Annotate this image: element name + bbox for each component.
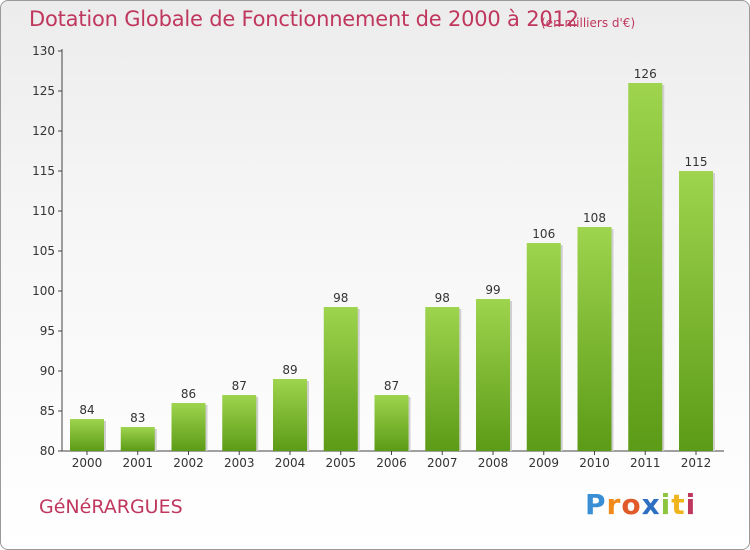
value-label: 83 [130, 411, 145, 425]
bar-2007 [425, 307, 460, 451]
value-label: 87 [232, 379, 247, 393]
value-label: 106 [532, 227, 555, 241]
y-tick-label: 80 [40, 444, 55, 458]
x-tick-label: 2011 [630, 456, 661, 470]
value-label: 86 [181, 387, 196, 401]
bar-2011 [628, 83, 663, 451]
y-tick-label: 120 [32, 124, 55, 138]
x-tick-label: 2009 [528, 456, 559, 470]
value-label: 99 [485, 283, 500, 297]
value-label: 108 [583, 211, 606, 225]
x-tick-label: 2010 [579, 456, 610, 470]
bar-2004 [273, 379, 307, 451]
y-tick-label: 85 [40, 404, 55, 418]
bar-2009 [526, 243, 561, 451]
y-tick-label: 130 [32, 44, 55, 58]
y-tick-label: 125 [32, 84, 55, 98]
x-tick-label: 2001 [122, 456, 153, 470]
proxiti-logo: Proxiti [585, 488, 697, 521]
value-label: 89 [282, 363, 297, 377]
value-label: 126 [634, 67, 657, 81]
bar-2003 [222, 395, 257, 451]
y-tick-label: 110 [32, 204, 55, 218]
x-tick-label: 2003 [224, 456, 255, 470]
x-tick-label: 2005 [325, 456, 356, 470]
x-tick-label: 2012 [681, 456, 712, 470]
y-tick-label: 115 [32, 164, 55, 178]
x-tick-label: 2002 [173, 456, 204, 470]
commune-name: GéNéRARGUES [39, 496, 183, 518]
bar-2008 [476, 299, 510, 451]
y-tick-label: 95 [40, 324, 55, 338]
bar-2002 [171, 403, 206, 451]
bar-2012 [679, 171, 713, 451]
value-label: 84 [79, 403, 94, 417]
value-label: 98 [333, 291, 348, 305]
bar-2005 [323, 307, 358, 451]
chart-unit: (en milliers d'€) [541, 16, 636, 30]
bar-2010 [577, 227, 612, 451]
y-tick-label: 90 [40, 364, 55, 378]
y-tick-label: 100 [32, 284, 55, 298]
x-tick-label: 2007 [427, 456, 458, 470]
x-tick-label: 2000 [72, 456, 103, 470]
bar-2006 [374, 395, 409, 451]
value-label: 115 [685, 155, 708, 169]
x-tick-label: 2006 [376, 456, 407, 470]
bar-2001 [120, 427, 155, 451]
value-label: 98 [435, 291, 450, 305]
value-label: 87 [384, 379, 399, 393]
x-tick-label: 2008 [478, 456, 509, 470]
x-tick-label: 2004 [275, 456, 306, 470]
y-tick-label: 105 [32, 244, 55, 258]
bar-2000 [70, 419, 104, 451]
chart-title: Dotation Globale de Fonctionnement de 20… [29, 7, 579, 31]
